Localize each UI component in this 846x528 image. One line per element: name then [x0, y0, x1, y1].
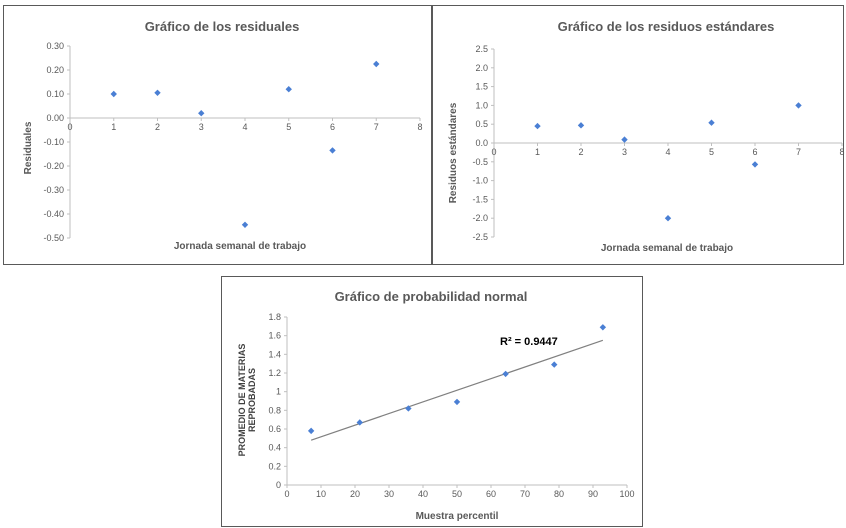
x-axis-label: Jornada semanal de trabajo — [601, 243, 733, 254]
x-tick-label: 4 — [665, 147, 670, 157]
y-tick-label: 1.5 — [475, 82, 488, 92]
y-tick-label: 0.10 — [46, 89, 64, 99]
residuals-chart-panel: Gráfico de los residuales Residuales Jor… — [3, 5, 432, 265]
data-point — [534, 122, 541, 130]
data-point — [241, 221, 249, 228]
y-tick-label: 1.4 — [268, 349, 281, 359]
y-tick-label: 0.0 — [475, 138, 488, 148]
x-tick-label: 60 — [486, 489, 496, 499]
data-point — [502, 370, 509, 378]
y-tick-label: -1.0 — [472, 176, 488, 186]
y-tick-label: 0.2 — [268, 461, 281, 471]
y-tick-label: 0.6 — [268, 424, 281, 434]
data-point — [795, 102, 802, 109]
y-tick-label: 0.5 — [475, 119, 488, 129]
data-point — [551, 361, 558, 368]
y-axis-label-line2: REPROBADAS — [247, 368, 257, 432]
data-point — [110, 90, 117, 98]
chart-title: Gráfico de los residuales — [145, 19, 300, 34]
x-tick-label: 2 — [155, 122, 160, 132]
x-tick-label: 6 — [330, 122, 335, 132]
y-tick-label: 1.8 — [268, 312, 281, 322]
data-point — [453, 398, 461, 406]
chart-title: Gráfico de los residuos estándares — [558, 19, 775, 34]
y-tick-label: -1.5 — [472, 194, 488, 204]
trendline — [310, 339, 604, 441]
x-tick-label: 3 — [199, 122, 204, 132]
y-axis-label: Residuales — [23, 121, 34, 174]
data-point — [373, 60, 380, 68]
normal-probability-chart-panel: Gráfico de probabilidad normal PROMEDIO … — [221, 276, 643, 527]
y-tick-label: -2.0 — [472, 213, 488, 223]
x-tick-label: 1 — [535, 147, 540, 157]
residuals-chart: Gráfico de los residuales Residuales Jor… — [23, 19, 423, 252]
data-point — [599, 324, 607, 331]
x-tick-label: 6 — [752, 147, 757, 157]
x-tick-label: 2 — [578, 147, 583, 157]
y-tick-label: -2.5 — [472, 232, 488, 242]
x-tick-label: 0 — [67, 122, 72, 132]
x-axis-label: Muestra percentil — [416, 511, 499, 522]
y-tick-label: -0.50 — [43, 233, 64, 243]
data-point — [154, 89, 161, 96]
x-tick-label: 3 — [622, 147, 627, 157]
data-point — [664, 215, 672, 222]
x-tick-label: 10 — [316, 489, 326, 499]
x-tick-label: 7 — [796, 147, 801, 157]
x-tick-label: 5 — [709, 147, 714, 157]
normal-probability-chart: Gráfico de probabilidad normal PROMEDIO … — [237, 289, 635, 522]
standardized-residuals-chart: Gráfico de los residuos estándares Resid… — [448, 19, 845, 254]
x-tick-label: 0 — [491, 147, 496, 157]
data-point — [198, 110, 205, 117]
r-squared-annotation: R² = 0.9447 — [500, 336, 558, 348]
y-tick-label: 0.8 — [268, 405, 281, 415]
y-tick-label: 1.2 — [268, 368, 281, 378]
y-tick-label: -0.30 — [43, 185, 64, 195]
y-axis-label: Residuos estándares — [448, 102, 459, 203]
x-tick-label: 7 — [374, 122, 379, 132]
x-tick-label: 0 — [284, 489, 289, 499]
y-tick-label: 0.4 — [268, 443, 281, 453]
x-tick-label: 40 — [418, 489, 428, 499]
x-tick-label: 8 — [839, 147, 844, 157]
y-tick-label: 2.0 — [475, 63, 488, 73]
x-axis-label: Jornada semanal de trabajo — [174, 241, 306, 252]
y-tick-label: -0.40 — [43, 209, 64, 219]
y-tick-label: 1.0 — [475, 100, 488, 110]
x-tick-label: 50 — [452, 489, 462, 499]
y-tick-label: -0.10 — [43, 137, 64, 147]
y-tick-label: 1 — [276, 387, 281, 397]
x-tick-label: 80 — [554, 489, 564, 499]
data-point — [356, 419, 363, 426]
y-tick-label: 1.6 — [268, 331, 281, 341]
x-tick-label: 5 — [286, 122, 291, 132]
data-point — [405, 405, 412, 412]
x-tick-label: 4 — [242, 122, 247, 132]
x-tick-label: 8 — [417, 122, 422, 132]
chart-title: Gráfico de probabilidad normal — [335, 289, 528, 304]
x-tick-label: 90 — [588, 489, 598, 499]
y-tick-label: -0.5 — [472, 157, 488, 167]
y-tick-label: 0.20 — [46, 65, 64, 75]
data-point — [751, 161, 759, 168]
x-tick-label: 70 — [520, 489, 530, 499]
data-point — [285, 86, 292, 93]
x-tick-label: 30 — [384, 489, 394, 499]
data-point — [621, 136, 628, 143]
y-tick-label: 0.00 — [46, 113, 64, 123]
data-point — [307, 427, 315, 435]
y-axis-label-line1: PROMEDIO DE MATERIAS — [237, 344, 247, 457]
y-tick-label: -0.20 — [43, 161, 64, 171]
y-tick-label: 0 — [276, 480, 281, 490]
x-tick-label: 1 — [111, 122, 116, 132]
data-point — [577, 122, 585, 129]
x-tick-label: 20 — [350, 489, 360, 499]
y-tick-label: 0.30 — [46, 41, 64, 51]
data-point — [329, 147, 336, 154]
data-point — [708, 119, 715, 126]
x-tick-label: 100 — [619, 489, 634, 499]
standardized-residuals-chart-panel: Gráfico de los residuos estándares Resid… — [432, 5, 845, 265]
y-tick-label: 2.5 — [475, 44, 488, 54]
